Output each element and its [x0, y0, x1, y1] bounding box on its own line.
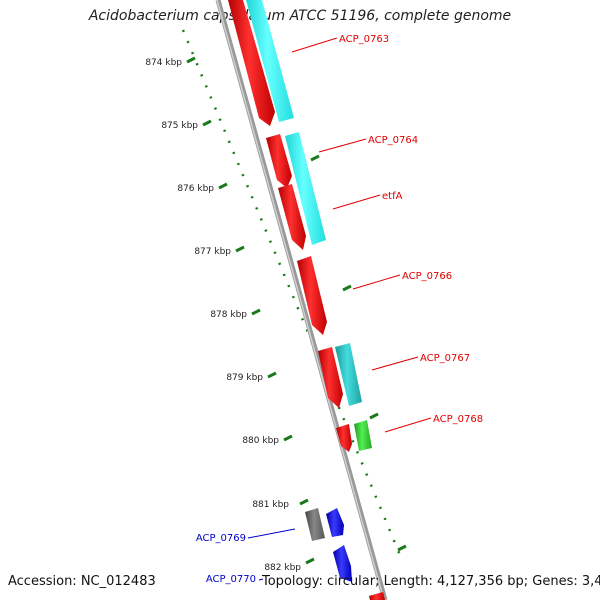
map-title: Acidobacterium capsulatum ATCC 51196, co…: [88, 8, 512, 24]
leader-line: [332, 194, 381, 210]
blue-gene[interactable]: [333, 545, 352, 582]
tick-mark: [251, 308, 261, 316]
red-gene[interactable]: [278, 184, 306, 250]
tick-mark: [342, 284, 352, 292]
tick-label: 875 kbp: [161, 121, 198, 131]
gray-gene[interactable]: [305, 508, 325, 541]
red-gene[interactable]: [369, 592, 385, 600]
gene-label-acp-0766[interactable]: ACP_0766: [402, 271, 452, 282]
tick-mark: [186, 56, 196, 64]
gene-label-acp-0764[interactable]: ACP_0764: [368, 135, 418, 146]
gene-label-acp-0768[interactable]: ACP_0768: [433, 414, 483, 425]
tick-mark: [202, 119, 212, 127]
genome-summary-text: Topology: circular; Length: 4,127,356 bp…: [262, 574, 600, 589]
genome-backbone-inner: [216, 0, 385, 600]
leader-line: [247, 528, 296, 539]
genome-backbone: [215, 0, 388, 600]
tick-mark: [397, 544, 407, 552]
tick-mark: [305, 557, 315, 565]
red-gene[interactable]: [266, 134, 292, 188]
leader-line: [318, 138, 367, 153]
tick-marks: [186, 56, 407, 565]
teal-feature[interactable]: [335, 343, 362, 406]
features: [228, 0, 385, 600]
gene-label-etfa[interactable]: etfA: [382, 191, 403, 202]
tick-label: 879 kbp: [226, 373, 263, 383]
tick-label: 877 kbp: [194, 247, 231, 257]
tick-mark: [369, 412, 379, 420]
tick-mark: [267, 371, 277, 379]
leader-line: [384, 417, 432, 433]
tick-mark: [310, 154, 320, 162]
green-feature[interactable]: [354, 420, 372, 451]
leader-line: [291, 37, 338, 53]
red-gene[interactable]: [318, 347, 343, 408]
tick-track: [181, 29, 404, 561]
gene-label-acp-0770[interactable]: ACP_0770: [206, 574, 256, 585]
cyan-feature[interactable]: [246, 0, 294, 122]
tick-label: 880 kbp: [242, 436, 279, 446]
tick-mark: [283, 434, 293, 442]
gene-label-acp-0767[interactable]: ACP_0767: [420, 353, 470, 364]
gene-label-acp-0769[interactable]: ACP_0769: [196, 533, 246, 544]
tick-label: 876 kbp: [177, 184, 214, 194]
gene-label-acp-0763[interactable]: ACP_0763: [339, 34, 389, 45]
red-gene[interactable]: [297, 256, 327, 335]
tick-label: 881 kbp: [252, 500, 289, 510]
leader-line: [371, 356, 419, 371]
tick-label: 878 kbp: [210, 310, 247, 320]
tick-mark: [218, 182, 228, 190]
accession-text: Accession: NC_012483: [8, 574, 156, 589]
blue-gene[interactable]: [326, 508, 344, 537]
tick-label: 874 kbp: [145, 58, 182, 68]
tick-label: 882 kbp: [264, 563, 301, 573]
leader-line: [352, 274, 401, 290]
red-gene[interactable]: [336, 424, 352, 452]
leader-line: [258, 578, 264, 581]
red-gene[interactable]: [228, 0, 275, 126]
tick-mark: [235, 245, 245, 253]
cyan-feature[interactable]: [285, 132, 326, 245]
tick-mark: [299, 498, 309, 506]
